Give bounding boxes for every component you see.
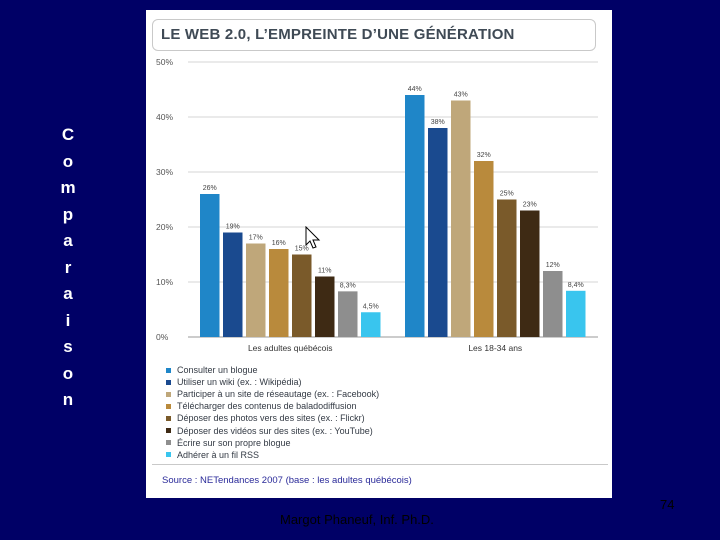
side-title-letter: n bbox=[62, 390, 74, 409]
side-title-letter: p bbox=[62, 204, 74, 224]
y-tick-label: 40% bbox=[156, 112, 173, 122]
bar-value-label: 32% bbox=[477, 152, 491, 159]
side-title-letter: a bbox=[63, 284, 73, 303]
bar-value-label: 17% bbox=[249, 235, 263, 242]
bar bbox=[405, 95, 425, 337]
side-title-letter: m bbox=[60, 178, 76, 197]
bar bbox=[520, 210, 540, 337]
chart-legend: Consulter un blogue Utiliser un wiki (ex.… bbox=[166, 364, 379, 461]
y-tick-label: 30% bbox=[156, 167, 173, 177]
chart-title: LE WEB 2.0, L’EMPREINTE D’UNE GÉNÉRATION bbox=[161, 26, 515, 43]
legend-swatch bbox=[166, 367, 171, 373]
bar-value-label: 19% bbox=[226, 224, 240, 231]
legend-label: Déposer des vidéos sur des sites (ex. : … bbox=[177, 425, 373, 436]
side-title-letter: s bbox=[63, 337, 73, 356]
chart-source: Source : NETendances 2007 (base : les ad… bbox=[162, 475, 412, 486]
mouse-cursor-icon bbox=[305, 226, 321, 249]
page-number: 74 bbox=[660, 497, 675, 512]
bar-value-label: 43% bbox=[454, 92, 468, 99]
x-category-label: Les adultes québécois bbox=[248, 343, 333, 353]
legend-swatch bbox=[166, 415, 171, 421]
legend-swatch bbox=[166, 379, 171, 385]
y-tick-label: 20% bbox=[156, 222, 173, 232]
legend-label: Adhérer à un fil RSS bbox=[177, 449, 260, 460]
legend-swatch bbox=[166, 391, 171, 397]
bar-value-label: 44% bbox=[408, 86, 422, 93]
legend-label: Écrire sur son propre blogue bbox=[177, 437, 291, 448]
bar-value-label: 16% bbox=[272, 240, 286, 247]
y-tick-label: 50% bbox=[156, 57, 173, 67]
bar-value-label: 12% bbox=[546, 262, 560, 269]
bar bbox=[315, 276, 335, 337]
side-title-letter: o bbox=[62, 363, 74, 383]
bar bbox=[474, 161, 494, 337]
bar-value-label: 8,3% bbox=[340, 282, 356, 289]
bar bbox=[269, 249, 289, 337]
legend-label: Consulter un blogue bbox=[177, 365, 258, 376]
x-category-label: Les 18-34 ans bbox=[468, 343, 522, 353]
bar bbox=[246, 243, 266, 337]
bar bbox=[223, 232, 243, 337]
bar-value-label: 15% bbox=[295, 246, 309, 253]
legend-label: Télécharger des contenus de baladodiffus… bbox=[177, 401, 357, 412]
side-title-letter: C bbox=[61, 125, 75, 144]
bar bbox=[200, 194, 220, 337]
bar-value-label: 4,5% bbox=[363, 303, 379, 310]
legend-label: Participer à un site de réseautage (ex. … bbox=[177, 389, 380, 400]
legend-label: Utiliser un wiki (ex. : Wikipédia) bbox=[177, 377, 302, 388]
author-footer: Margot Phaneuf, Inf. Ph.D. bbox=[280, 512, 434, 527]
legend-label: Déposer des photos vers des sites (ex. :… bbox=[177, 413, 365, 424]
bar bbox=[497, 199, 517, 337]
chart-title-box: LE WEB 2.0, L’EMPREINTE D’UNE GÉNÉRATION bbox=[152, 19, 596, 51]
legend-swatch bbox=[166, 440, 171, 446]
bar bbox=[543, 271, 563, 337]
bar-value-label: 38% bbox=[431, 119, 445, 126]
legend-item: Participer à un site de réseautage (ex. … bbox=[166, 388, 379, 400]
bar-chart: 0% 10% 20% 30% 40% 50% 26% 19% 17% 16% 15% 11% 8,3% 4… bbox=[156, 57, 598, 353]
legend-item: Adhérer à un fil RSS bbox=[166, 449, 379, 461]
side-title-letter: i bbox=[65, 310, 71, 330]
bar-value-label: 11% bbox=[318, 268, 332, 275]
bar-value-label: 25% bbox=[500, 191, 514, 198]
legend-item: Écrire sur son propre blogue bbox=[166, 437, 379, 449]
bar bbox=[451, 100, 471, 337]
bar bbox=[566, 290, 586, 337]
side-title-letter: a bbox=[63, 231, 73, 250]
chart-panel: LE WEB 2.0, L’EMPREINTE D’UNE GÉNÉRATION… bbox=[146, 10, 612, 498]
side-title-letter: r bbox=[64, 257, 72, 277]
legend-swatch bbox=[166, 452, 171, 458]
y-tick-label: 10% bbox=[156, 277, 173, 287]
bar-value-label: 8,4% bbox=[568, 282, 584, 289]
bar-value-label: 26% bbox=[203, 185, 217, 192]
legend-item: Consulter un blogue bbox=[166, 364, 379, 376]
bar bbox=[361, 312, 381, 337]
y-tick-label: 0% bbox=[156, 332, 169, 342]
divider bbox=[152, 464, 608, 465]
bar bbox=[292, 254, 312, 337]
legend-item: Télécharger des contenus de baladodiffus… bbox=[166, 400, 379, 412]
legend-item: Utiliser un wiki (ex. : Wikipédia) bbox=[166, 376, 379, 388]
bar-value-label: 23% bbox=[523, 202, 537, 209]
side-title-letter: o bbox=[62, 151, 74, 171]
legend-swatch bbox=[166, 428, 171, 434]
legend-item: Déposer des photos vers des sites (ex. :… bbox=[166, 412, 379, 424]
legend-item: Déposer des vidéos sur des sites (ex. : … bbox=[166, 424, 379, 436]
legend-swatch bbox=[166, 403, 171, 409]
bar bbox=[428, 128, 448, 337]
bar bbox=[338, 291, 358, 337]
